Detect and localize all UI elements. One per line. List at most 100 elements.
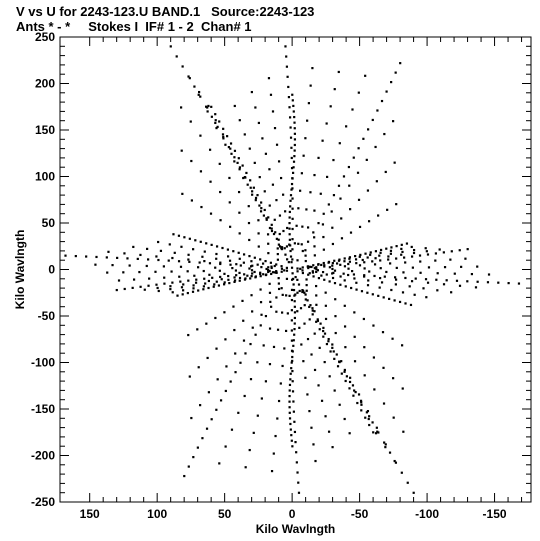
data-point [276, 417, 279, 420]
data-point [290, 188, 293, 191]
data-point [244, 277, 247, 280]
data-point [277, 282, 280, 285]
data-point [203, 260, 206, 263]
data-point [434, 252, 438, 255]
data-point [296, 267, 299, 270]
data-point [156, 286, 159, 290]
data-point [374, 257, 377, 260]
data-point [226, 248, 230, 251]
data-point [301, 271, 304, 275]
y-tick-label: -200 [31, 449, 55, 463]
data-point [292, 283, 295, 286]
data-point [265, 217, 268, 220]
data-point [323, 265, 326, 268]
data-point [517, 282, 521, 285]
data-point [285, 245, 289, 248]
data-points-layer [64, 45, 521, 494]
y-tick-label: 100 [35, 170, 55, 184]
data-point [242, 319, 245, 322]
y-tick-label: 150 [35, 123, 55, 137]
data-point [339, 275, 342, 278]
data-point [236, 161, 239, 164]
data-point [237, 157, 240, 160]
data-point [215, 347, 218, 350]
data-point [250, 269, 254, 272]
data-point [290, 182, 294, 186]
data-point [250, 265, 253, 268]
data-point [242, 261, 245, 264]
data-point [180, 106, 183, 109]
data-point [201, 437, 204, 440]
data-point [232, 305, 235, 308]
data-point [321, 223, 325, 226]
data-point [228, 201, 231, 204]
data-point [308, 265, 311, 268]
data-point [222, 137, 225, 140]
data-point [201, 255, 204, 258]
data-point [249, 378, 253, 381]
data-point [291, 355, 294, 359]
data-point [238, 279, 241, 282]
data-point [403, 256, 406, 259]
data-point [286, 75, 289, 78]
data-point [293, 132, 296, 135]
data-point [293, 305, 296, 308]
data-point [291, 99, 294, 102]
data-point [364, 252, 367, 255]
data-point [343, 265, 347, 268]
data-point [379, 251, 382, 254]
data-point [291, 207, 294, 210]
data-point [290, 156, 293, 160]
data-point [308, 305, 311, 309]
data-point [324, 415, 327, 418]
data-point [317, 263, 320, 266]
data-point [325, 122, 328, 125]
data-point [368, 415, 371, 418]
data-point [292, 160, 296, 163]
data-point [181, 192, 184, 195]
data-point [271, 110, 275, 113]
data-point [364, 416, 367, 419]
data-point [322, 329, 325, 333]
data-point [292, 166, 295, 169]
data-point [348, 260, 352, 263]
data-point [304, 249, 307, 252]
data-point [376, 430, 379, 433]
data-point [276, 328, 280, 331]
data-point [123, 287, 126, 291]
data-point [453, 272, 456, 275]
data-point [363, 274, 366, 277]
data-point [331, 226, 334, 229]
data-point [289, 205, 292, 208]
data-point [331, 346, 334, 349]
data-point [292, 400, 295, 403]
data-point [190, 416, 193, 420]
data-point [377, 214, 380, 217]
data-point [223, 283, 226, 286]
data-point [147, 258, 150, 261]
data-point [188, 375, 191, 378]
data-point [138, 270, 141, 274]
data-point [377, 431, 380, 434]
data-point [307, 102, 310, 105]
data-point [302, 360, 305, 363]
data-point [155, 255, 158, 258]
data-point [298, 289, 301, 293]
data-point [128, 264, 131, 267]
data-point [204, 105, 208, 108]
data-point [426, 253, 430, 256]
data-point [291, 171, 295, 174]
data-point [284, 210, 287, 213]
data-point [288, 383, 292, 387]
data-point [251, 193, 254, 196]
data-point [233, 279, 237, 282]
data-point [400, 253, 403, 256]
data-point [192, 456, 195, 459]
data-point [306, 265, 309, 268]
data-point [248, 448, 251, 452]
data-point [443, 266, 447, 269]
data-point [199, 95, 202, 98]
data-point [313, 332, 316, 335]
data-point [357, 147, 360, 150]
data-point [293, 333, 296, 336]
